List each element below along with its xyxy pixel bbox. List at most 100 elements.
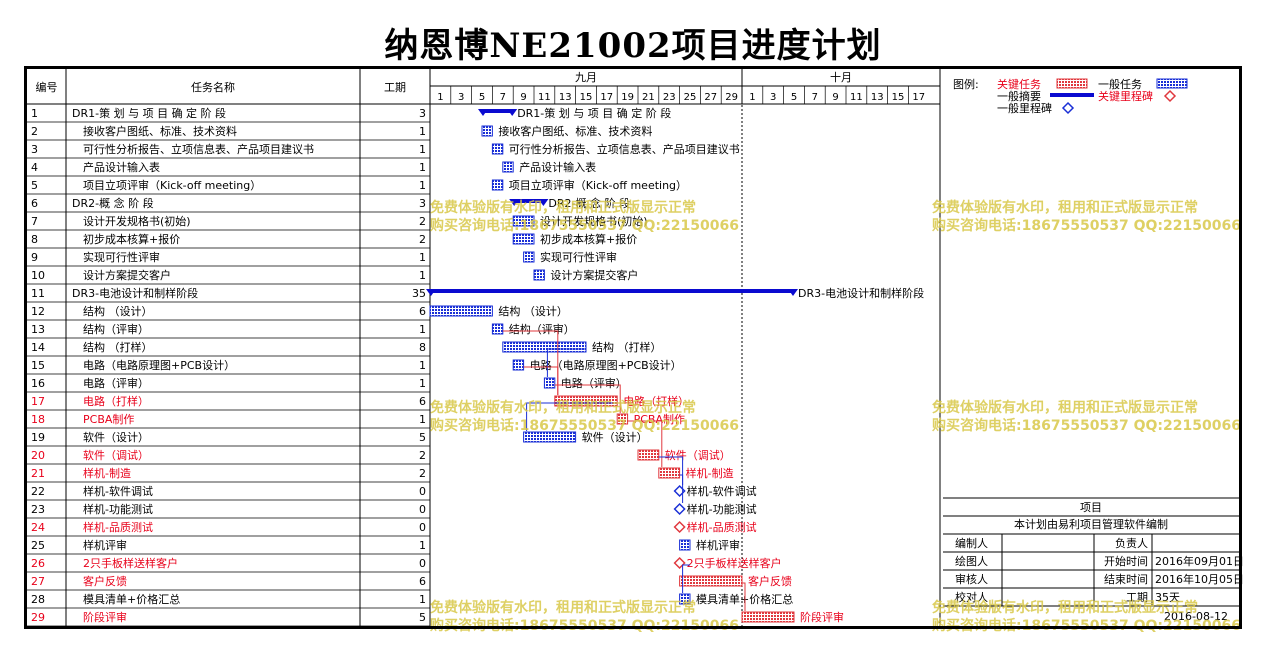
bar-label: PCBA制作	[634, 413, 685, 426]
task-name-cell: DR1-策 划 与 项 目 确 定 阶 段	[72, 106, 226, 120]
info-cell-value: 2016年10月05日	[1155, 572, 1244, 586]
task-id-cell: 26	[31, 557, 45, 570]
task-name-cell: 模具清单+价格汇总	[83, 592, 180, 606]
bar-label: 电路（打样）	[623, 394, 689, 408]
legend-milestone-icon	[1061, 101, 1075, 115]
milestone-diamond	[673, 520, 686, 534]
task-duration-cell: 2	[419, 449, 426, 462]
task-id-cell: 11	[31, 287, 45, 300]
bar-label: DR3-电池设计和制样阶段	[798, 286, 924, 300]
bar-label: 客户反馈	[748, 574, 792, 588]
bar-label: 样机-功能测试	[687, 502, 757, 516]
bar-label: 样机评审	[696, 538, 740, 552]
task-id-cell: 27	[31, 575, 45, 588]
task-name-cell: PCBA制作	[83, 413, 134, 426]
summary-start-cap	[478, 109, 488, 116]
task-duration-cell: 3	[419, 197, 426, 210]
task-name-cell: 产品设计输入表	[83, 160, 160, 174]
day-label: 27	[704, 92, 717, 103]
task-bar	[512, 233, 535, 245]
bar-label: 结构 （设计）	[498, 304, 568, 318]
bar-label: 结构 （打样）	[592, 340, 662, 354]
task-bar	[679, 539, 691, 551]
task-id-cell: 14	[31, 341, 45, 354]
dependency-link	[682, 564, 690, 593]
task-id-cell: 21	[31, 467, 45, 480]
task-duration-cell: 0	[419, 503, 426, 516]
summary-start-cap	[509, 199, 520, 206]
task-name-cell: 样机-制造	[83, 466, 131, 480]
summary-end-cap	[507, 109, 518, 116]
watermark-line-2: 购买咨询电话:18675550537 QQ:22150066	[932, 217, 1241, 234]
info-cell-label: 校对人	[955, 590, 988, 604]
day-label: 3	[770, 92, 776, 103]
col-header-name: 任务名称	[191, 80, 235, 94]
legend-critical-label: 关键任务	[997, 77, 1041, 91]
info-cell-label: 编制人	[955, 536, 988, 550]
month-label: 九月	[575, 71, 597, 84]
day-label: 1	[437, 92, 443, 103]
dependency-link	[742, 582, 746, 611]
task-bar	[679, 575, 743, 587]
task-name-cell: 结构 （打样）	[83, 340, 153, 354]
info-cell-value: 35天	[1155, 591, 1180, 604]
day-label: 9	[832, 92, 838, 103]
dependency-link	[554, 384, 621, 413]
day-label: 29	[725, 92, 738, 103]
task-id-cell: 7	[31, 215, 38, 228]
task-name-cell: 样机-品质测试	[83, 520, 153, 534]
task-duration-cell: 0	[419, 485, 426, 498]
task-id-cell: 12	[31, 305, 45, 318]
watermark-line-1: 免费体验版有水印，租用和正式版显示正常	[430, 199, 696, 216]
task-bar	[554, 395, 618, 407]
task-duration-cell: 2	[419, 467, 426, 480]
task-duration-cell: 1	[419, 161, 426, 174]
legend-critical-swatch	[1056, 78, 1088, 89]
task-id-cell: 24	[31, 521, 45, 534]
task-name-cell: 样机-软件调试	[83, 484, 153, 498]
task-id-cell: 16	[31, 377, 45, 390]
task-id-cell: 6	[31, 197, 38, 210]
info-cell-label: 审核人	[955, 572, 988, 586]
bar-label: 2只手板样送样客户	[687, 556, 782, 570]
task-duration-cell: 1	[419, 593, 426, 606]
task-id-cell: 2	[31, 125, 38, 138]
bar-label: 项目立项评审（Kick-off meeting）	[509, 178, 687, 192]
day-label: 1	[749, 92, 755, 103]
task-duration-cell: 6	[419, 395, 426, 408]
watermark-line-2: 购买咨询电话:18675550537 QQ:22150066	[932, 417, 1241, 434]
watermark-line-1: 免费体验版有水印，租用和正式版显示正常	[932, 599, 1198, 616]
info-cell-label: 结束时间	[1104, 573, 1148, 586]
col-header-duration: 工期	[384, 81, 406, 94]
task-bar	[491, 179, 504, 191]
bar-label: 电路（电路原理图+PCB设计）	[530, 359, 682, 372]
task-duration-cell: 6	[419, 575, 426, 588]
dependency-link	[546, 348, 586, 377]
task-name-cell: DR2-概 念 阶 段	[72, 196, 154, 210]
task-id-cell: 9	[31, 251, 38, 264]
task-duration-cell: 35	[412, 287, 426, 300]
task-name-cell: 结构 （设计）	[83, 304, 153, 318]
task-id-cell: 5	[31, 179, 38, 192]
bar-label: 实现可行性评审	[540, 250, 617, 264]
bar-label: 设计开发规格书(初始)	[540, 214, 648, 228]
day-label: 7	[812, 92, 818, 103]
task-duration-cell: 6	[419, 305, 426, 318]
task-duration-cell: 1	[419, 359, 426, 372]
task-id-cell: 17	[31, 395, 45, 408]
task-id-cell: 23	[31, 503, 45, 516]
task-name-cell: 样机评审	[83, 538, 127, 552]
task-bar	[512, 359, 525, 371]
task-bar	[481, 125, 493, 137]
day-label: 11	[850, 92, 863, 103]
info-note: 本计划由易利项目管理软件编制	[1014, 517, 1168, 531]
watermark-line-2: 购买咨询电话:18675550537 QQ:22150066	[430, 417, 739, 434]
task-duration-cell: 1	[419, 377, 426, 390]
bar-label: DR1-策 划 与 项 目 确 定 阶 段	[517, 106, 671, 120]
info-project-label: 项目	[1080, 501, 1102, 514]
legend-critical-milestone-icon	[1163, 89, 1177, 103]
bar-label: 电路（评审）	[561, 376, 627, 390]
task-duration-cell: 1	[419, 269, 426, 282]
col-header-id: 编号	[36, 80, 58, 94]
bar-label: 软件（设计）	[582, 430, 648, 444]
